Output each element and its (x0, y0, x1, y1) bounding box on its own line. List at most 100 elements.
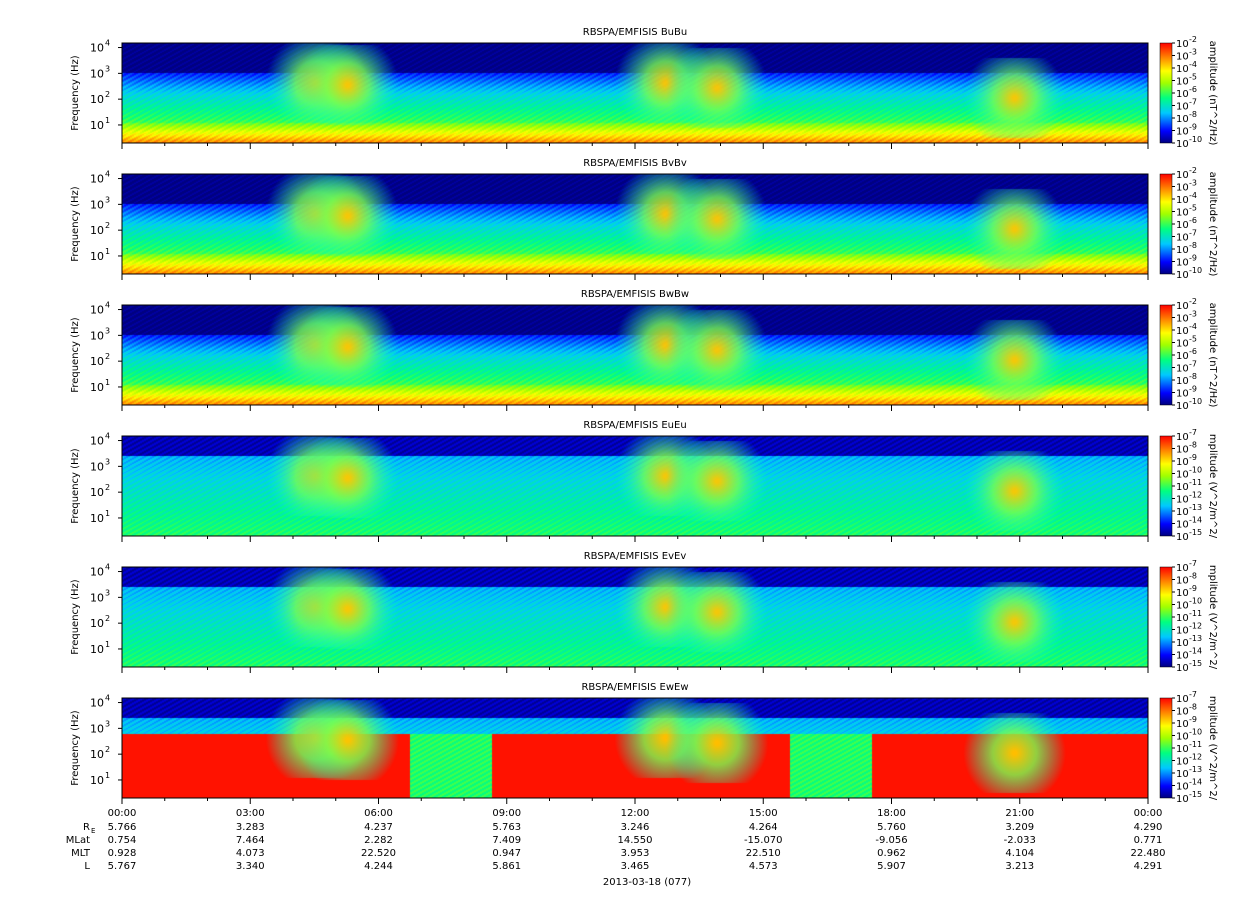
y-tick-exponent: 3 (105, 457, 110, 466)
time-tick-label: 03:00 (236, 808, 265, 819)
time-axis: 00:00 03:00 06:00 09:00 12:00 15:00 18:00 21:00… (108, 808, 1163, 888)
y-tick-label: 10 (90, 93, 104, 106)
colorbar-tick-label: 10 (1176, 270, 1189, 281)
colorbar-tick-label: 10 (1176, 576, 1189, 587)
colorbar-tick-exponent: -8 (1189, 572, 1197, 581)
ephemeris-value: 3.340 (236, 861, 265, 872)
y-tick-label: 10 (90, 198, 104, 211)
colorbar-tick-label: 10 (1176, 127, 1189, 138)
spectrogram-image (122, 174, 1148, 274)
time-tick-label: 00:00 (1134, 808, 1163, 819)
ephemeris-value: 22.480 (1131, 848, 1166, 859)
colorbar-tick-exponent: -4 (1189, 191, 1197, 200)
ephemeris-label: MLT (71, 848, 91, 859)
ephemeris-value: 14.550 (618, 835, 653, 846)
colorbar-tick-label: 10 (1176, 258, 1189, 269)
colorbar-tick-label: 10 (1176, 651, 1189, 662)
colorbar-tick-exponent: -8 (1189, 241, 1197, 250)
y-tick-exponent: 2 (105, 90, 110, 99)
colorbar-tick-exponent: -11 (1189, 478, 1202, 487)
colorbar-tick-label: 10 (1176, 520, 1189, 531)
y-tick-label: 10 (90, 381, 104, 394)
colorbar-tick-exponent: -15 (1189, 659, 1202, 668)
y-tick-label: 10 (90, 67, 104, 80)
colorbar-label: amplitude (nT^2/Hz) (1207, 172, 1218, 277)
ephemeris-value: 4.104 (1005, 848, 1034, 859)
y-tick-exponent: 4 (105, 694, 110, 703)
y-tick-label: 10 (90, 460, 104, 473)
colorbar-tick-exponent: -10 (1189, 397, 1202, 406)
y-tick-label: 10 (90, 591, 104, 604)
colorbar-tick-exponent: -12 (1189, 622, 1202, 631)
y-axis-label: Frequency (Hz) (70, 317, 81, 393)
y-tick-label: 10 (90, 512, 104, 525)
ephemeris-value: 0.928 (108, 848, 137, 859)
ephemeris-value: 2.282 (364, 835, 393, 846)
y-axis-label: Frequency (Hz) (70, 186, 81, 262)
colorbar-tick-label: 10 (1176, 364, 1189, 375)
ephemeris-value: 4.073 (236, 848, 265, 859)
colorbar-tick-label: 10 (1176, 170, 1189, 181)
ephemeris-value: 5.907 (877, 861, 906, 872)
colorbar-tick-exponent: -9 (1189, 385, 1197, 394)
colorbar-tick-label: 10 (1176, 401, 1189, 412)
ephemeris-value: -9.056 (875, 835, 907, 846)
colorbar-tick-exponent: -11 (1189, 740, 1202, 749)
colorbar-tick-exponent: -9 (1189, 715, 1197, 724)
colorbar-tick-exponent: -2 (1189, 166, 1197, 175)
ephemeris-value: 7.409 (492, 835, 521, 846)
colorbar-tick-label: 10 (1176, 626, 1189, 637)
y-tick-exponent: 4 (105, 432, 110, 441)
colorbar-tick-exponent: -7 (1189, 98, 1197, 107)
colorbar-tick-label: 10 (1176, 613, 1189, 624)
colorbar-tick-exponent: -4 (1189, 322, 1197, 331)
ephemeris-value: 4.290 (1134, 822, 1163, 833)
colorbar-tick-exponent: -5 (1189, 73, 1197, 82)
colorbar-tick-exponent: -13 (1189, 503, 1202, 512)
colorbar-tick-exponent: -14 (1189, 516, 1202, 525)
colorbar-tick-exponent: -13 (1189, 634, 1202, 643)
y-tick-label: 10 (90, 250, 104, 263)
ephemeris-value: 22.520 (361, 848, 396, 859)
ephemeris-value: 22.510 (746, 848, 781, 859)
colorbar-tick-exponent: -3 (1189, 310, 1197, 319)
colorbar-tick-label: 10 (1176, 563, 1189, 574)
ephemeris-value: 5.763 (492, 822, 521, 833)
y-tick-label: 10 (90, 643, 104, 656)
colorbar-tick-label: 10 (1176, 744, 1189, 755)
colorbar-tick-exponent: -3 (1189, 48, 1197, 57)
colorbar-tick-exponent: -2 (1189, 297, 1197, 306)
colorbar-tick-label: 10 (1176, 638, 1189, 649)
colorbar-label: mplitude (V^2/m^2/ (1207, 565, 1218, 670)
colorbar-tick-label: 10 (1176, 445, 1189, 456)
colorbar-tick-exponent: -7 (1189, 690, 1197, 699)
ephemeris-value: 4.244 (364, 861, 393, 872)
ephemeris-value: 5.767 (108, 861, 137, 872)
colorbar-tick-exponent: -5 (1189, 335, 1197, 344)
y-tick-label: 10 (90, 722, 104, 735)
panel-title: RBSPA/EMFISIS BuBu (583, 27, 687, 38)
colorbar-tick-exponent: -13 (1189, 765, 1202, 774)
colorbar-label: mplitude (V^2/m^2/ (1207, 696, 1218, 801)
ephemeris-value: 5.766 (108, 822, 137, 833)
colorbar-tick-label: 10 (1176, 694, 1189, 705)
colorbar-tick-label: 10 (1176, 52, 1189, 63)
colorbar (1159, 304, 1173, 406)
ephemeris-value: 3.246 (621, 822, 650, 833)
colorbar-tick-label: 10 (1176, 389, 1189, 400)
colorbar-tick-label: 10 (1176, 314, 1189, 325)
colorbar-tick-label: 10 (1176, 183, 1189, 194)
time-tick-label: 09:00 (492, 808, 521, 819)
colorbar-tick-exponent: -4 (1189, 60, 1197, 69)
ephemeris-value: 4.237 (364, 822, 393, 833)
colorbar-tick-exponent: -8 (1189, 441, 1197, 450)
colorbar-tick-exponent: -14 (1189, 647, 1202, 656)
ephemeris-value: 0.754 (108, 835, 137, 846)
colorbar-tick-label: 10 (1176, 769, 1189, 780)
colorbar (1159, 697, 1173, 799)
y-tick-label: 10 (90, 435, 104, 448)
colorbar-tick-label: 10 (1176, 102, 1189, 113)
ephemeris-value: 0.771 (1134, 835, 1163, 846)
